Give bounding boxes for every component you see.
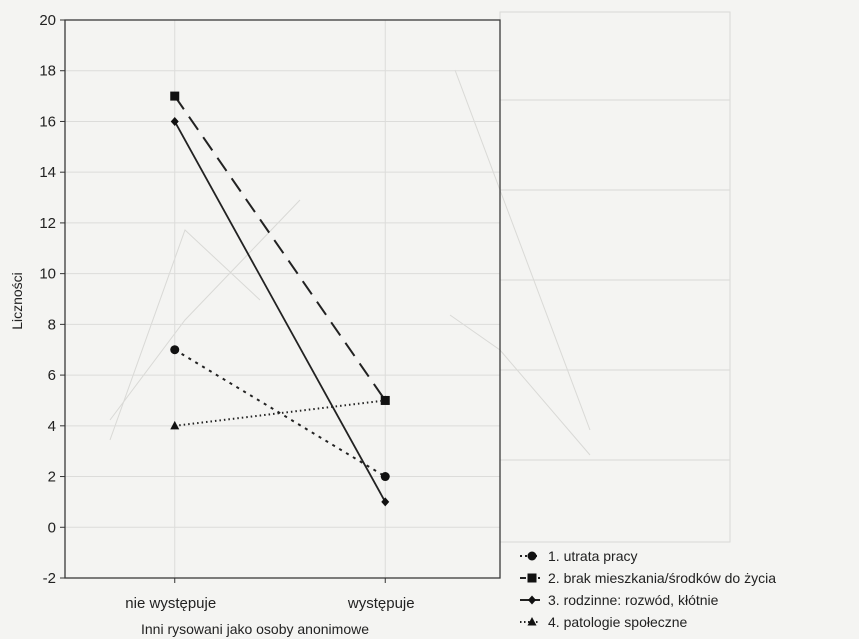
- background-bleed: [109, 11, 731, 543]
- y-tick-label: 4: [48, 418, 56, 435]
- grid-lines: [65, 19, 500, 579]
- data-point: [170, 116, 179, 126]
- y-tick-label: 12: [39, 215, 56, 232]
- legend-marker: [527, 573, 537, 583]
- legend-marker: [528, 595, 536, 605]
- legend-label: 2. brak mieszkania/środków do życia: [548, 570, 776, 586]
- series-lines: [170, 91, 390, 507]
- series-line: [173, 121, 387, 503]
- y-tick-label: 6: [48, 367, 56, 384]
- series-4: [170, 395, 390, 430]
- x-tick-label: nie występuje: [125, 595, 216, 612]
- legend-marker: [527, 551, 537, 561]
- legend-marker: [527, 617, 537, 626]
- data-point: [380, 395, 390, 404]
- data-point: [381, 497, 390, 507]
- y-tick-label: 18: [39, 63, 56, 80]
- data-point: [170, 345, 180, 355]
- x-tick-label: występuje: [347, 595, 415, 612]
- series-line: [173, 95, 387, 402]
- y-tick-label: 0: [48, 519, 56, 536]
- y-tick-label: 16: [39, 113, 56, 130]
- legend-label: 4. patologie społeczne: [548, 614, 688, 630]
- y-axis-ticks: -2 0 2 4 6 8 10 12 14 16 18 20: [39, 12, 65, 587]
- plot-frame: [64, 19, 501, 579]
- data-point: [380, 472, 390, 482]
- legend: 1. utrata pracy 2. brak mieszkania/środkó…: [520, 548, 776, 630]
- data-point: [170, 420, 180, 430]
- series-line: [174, 348, 386, 478]
- series-line: [174, 399, 386, 427]
- legend-label: 1. utrata pracy: [548, 548, 638, 564]
- series-2: [170, 91, 390, 405]
- y-tick-label: 14: [39, 164, 56, 181]
- series-1: [170, 345, 390, 482]
- x-axis-title: Inni rysowani jako osoby anonimowe: [141, 621, 369, 637]
- series-3: [170, 116, 390, 507]
- y-tick-label: 20: [39, 12, 56, 29]
- y-tick-label: 8: [48, 316, 56, 333]
- y-axis-title: Liczności: [9, 272, 25, 330]
- legend-label: 3. rodzinne: rozwód, kłótnie: [548, 592, 719, 608]
- y-tick-label: 2: [48, 469, 56, 486]
- y-tick-label: 10: [39, 266, 56, 283]
- x-axis-ticks: nie występuje występuje: [125, 578, 415, 612]
- y-tick-label: -2: [43, 570, 56, 587]
- data-point: [170, 91, 180, 101]
